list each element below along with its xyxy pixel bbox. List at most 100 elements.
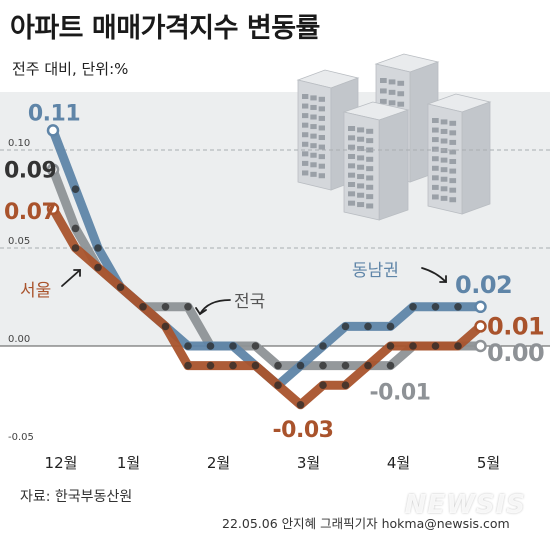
building-window: [348, 172, 356, 178]
data-point: [386, 342, 395, 350]
data-point: [409, 342, 417, 350]
building-window: [366, 128, 374, 134]
building-window: [388, 79, 396, 85]
building-window: [388, 100, 396, 106]
data-point: [319, 381, 327, 390]
building-window: [432, 127, 439, 133]
data-point: [454, 303, 462, 311]
chart-labels: 0.110.090.070.020.010.00-0.03-0.01서울전국동남…: [4, 101, 545, 442]
building-window: [310, 114, 317, 120]
data-point-endpoint: [474, 339, 487, 353]
data-point: [296, 401, 305, 409]
y-tick-label: 0.05: [8, 236, 30, 247]
building-window: [318, 144, 325, 150]
building-window: [357, 164, 365, 170]
building-window: [357, 183, 365, 189]
data-point: [386, 361, 395, 370]
data-point-endpoint: [46, 202, 60, 216]
building-window: [310, 133, 317, 139]
data-point: [71, 224, 80, 233]
building-window: [397, 80, 405, 86]
building-window: [318, 173, 325, 179]
page-title: 아파트 매매가격지수 변동률: [10, 13, 320, 44]
building-window: [366, 156, 374, 162]
series-name-seoul: 서울: [20, 281, 51, 301]
building-window: [310, 171, 317, 177]
building-window: [432, 175, 439, 181]
building-window: [440, 138, 448, 144]
building-window: [348, 144, 356, 150]
pointer-arrow-national: [199, 299, 231, 315]
data-point: [296, 361, 305, 370]
building-window: [449, 120, 457, 126]
data-point: [116, 283, 125, 292]
data-point-endpoint: [46, 163, 60, 176]
building-window: [449, 149, 457, 155]
building-window: [302, 122, 309, 128]
data-point: [206, 342, 215, 350]
building-window: [432, 165, 439, 171]
y-tick-label: 0.00: [8, 334, 30, 345]
source-note: 자료: 한국부동산원: [20, 489, 133, 505]
data-point-endpoint: [474, 320, 487, 333]
building-window: [366, 203, 374, 209]
credit-line: 22.05.06 안지혜 그래픽기자 hokma@newsis.com: [222, 516, 510, 531]
building-window: [440, 128, 448, 134]
building-window: [449, 168, 457, 174]
series-line: [48, 165, 485, 371]
building-window: [366, 175, 374, 181]
series-서울: [46, 202, 487, 410]
building-window: [357, 127, 365, 133]
data-point: [364, 361, 372, 370]
data-point: [184, 342, 192, 350]
data-point: [386, 322, 395, 331]
building-window: [440, 176, 448, 182]
building-window: [318, 106, 325, 112]
data-point: [341, 361, 350, 370]
data-point: [319, 361, 327, 370]
building-window: [440, 167, 448, 173]
building-window: [302, 151, 309, 157]
building-window: [310, 104, 317, 110]
x-tick-label: 1월: [117, 454, 140, 472]
building-window: [366, 138, 374, 144]
y-tick-label: 0.10: [8, 138, 30, 149]
data-point: [274, 361, 282, 370]
building-window: [440, 148, 448, 154]
building-window: [302, 113, 309, 119]
building-shape: [342, 101, 410, 221]
data-point-endpoint: [46, 124, 60, 137]
building-side: [461, 101, 491, 215]
start-label-national: 0.09: [4, 159, 56, 184]
pointer-arrowhead-dongnam: [439, 275, 447, 283]
data-point: [139, 303, 147, 311]
data-point: [274, 381, 282, 390]
building-window: [432, 156, 439, 162]
building-window: [432, 146, 439, 152]
building-window: [318, 125, 325, 131]
building-window: [449, 139, 457, 145]
building-window: [449, 187, 457, 193]
x-tick-label: 3월: [297, 454, 320, 472]
data-point: [341, 322, 350, 331]
building-window: [348, 154, 356, 159]
data-point: [229, 361, 237, 370]
building-window: [348, 200, 356, 206]
pointer-arrow-dongnam: [421, 267, 447, 283]
building-window: [348, 135, 356, 141]
x-tick-label: 5월: [477, 454, 500, 472]
building-window: [397, 91, 405, 97]
building-window: [440, 157, 448, 163]
building-window: [357, 192, 365, 198]
building-window: [357, 155, 365, 161]
building-window: [302, 132, 309, 138]
below-zero-area: [0, 346, 550, 512]
building-window: [348, 126, 356, 131]
x-tick-label: 4월: [387, 454, 410, 472]
pointer-arrowhead-national: [195, 307, 207, 316]
data-point: [229, 342, 237, 350]
newsis-logo: NEWSIS: [404, 490, 526, 520]
data-point: [161, 303, 170, 311]
building-window: [318, 154, 325, 160]
